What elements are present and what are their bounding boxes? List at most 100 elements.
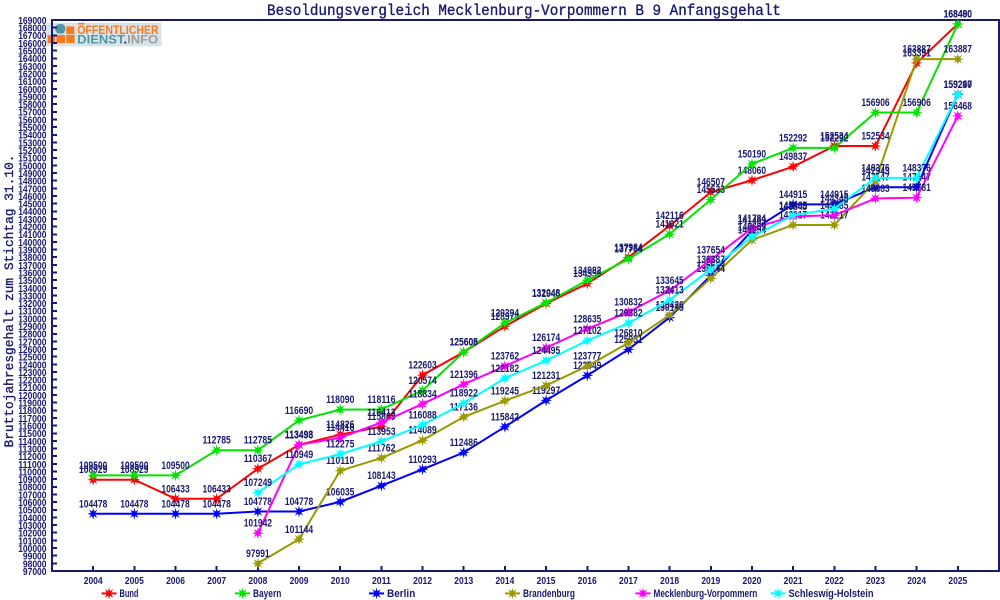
svg-text:134982: 134982 (573, 265, 601, 277)
svg-text:141000: 141000 (18, 230, 47, 241)
svg-text:102000: 102000 (18, 529, 47, 540)
svg-text:142116: 142116 (655, 210, 683, 222)
svg-text:2010: 2010 (331, 576, 350, 587)
svg-text:118834: 118834 (408, 388, 436, 400)
svg-text:111000: 111000 (18, 460, 47, 471)
svg-text:114826: 114826 (326, 419, 354, 431)
svg-text:159240: 159240 (944, 79, 972, 91)
svg-text:168000: 168000 (18, 24, 47, 35)
svg-text:132048: 132048 (532, 287, 560, 299)
svg-text:112000: 112000 (18, 452, 47, 463)
svg-text:118116: 118116 (367, 394, 395, 406)
svg-text:104000: 104000 (18, 513, 47, 524)
svg-text:104778: 104778 (285, 496, 313, 508)
svg-text:138000: 138000 (18, 253, 47, 264)
svg-text:2015: 2015 (537, 576, 556, 587)
svg-text:109500: 109500 (120, 460, 148, 472)
svg-text:140659: 140659 (738, 221, 766, 233)
svg-text:113498: 113498 (285, 429, 313, 441)
svg-text:108143: 108143 (367, 470, 395, 482)
svg-text:125605: 125605 (450, 337, 478, 349)
svg-text:149000: 149000 (18, 169, 47, 180)
svg-text:127102: 127102 (573, 325, 601, 337)
svg-text:156906: 156906 (903, 97, 931, 109)
svg-text:158000: 158000 (18, 100, 47, 111)
svg-text:146000: 146000 (18, 192, 47, 203)
svg-text:130832: 130832 (614, 297, 642, 309)
svg-text:152292: 152292 (820, 132, 848, 144)
svg-text:Berlin: Berlin (387, 588, 415, 600)
svg-text:143485: 143485 (779, 200, 807, 212)
svg-text:110367: 110367 (244, 453, 272, 465)
svg-text:159000: 159000 (18, 92, 47, 103)
svg-text:109000: 109000 (18, 475, 47, 486)
svg-text:160000: 160000 (18, 85, 47, 96)
svg-text:121231: 121231 (532, 370, 560, 382)
svg-text:128000: 128000 (18, 330, 47, 341)
svg-text:159297: 159297 (944, 79, 972, 91)
svg-text:109500: 109500 (79, 460, 107, 472)
svg-text:156000: 156000 (18, 115, 47, 126)
svg-text:2012: 2012 (413, 576, 432, 587)
svg-text:2008: 2008 (248, 576, 267, 587)
svg-text:123762: 123762 (491, 351, 519, 363)
svg-text:152000: 152000 (18, 146, 47, 157)
svg-text:143345: 143345 (779, 201, 807, 213)
svg-text:112275: 112275 (326, 439, 354, 451)
svg-text:106433: 106433 (161, 483, 189, 495)
svg-text:147943: 147943 (861, 166, 889, 178)
svg-text:110110: 110110 (326, 455, 354, 467)
svg-text:2007: 2007 (207, 576, 226, 587)
svg-text:132000: 132000 (18, 299, 47, 310)
svg-text:154000: 154000 (18, 131, 47, 142)
svg-text:124495: 124495 (532, 345, 560, 357)
svg-text:112785: 112785 (203, 435, 231, 447)
svg-text:144915: 144915 (779, 189, 807, 201)
svg-text:Schleswig-Holstein: Schleswig-Holstein (789, 588, 874, 600)
svg-text:106433: 106433 (203, 483, 231, 495)
svg-text:119000: 119000 (18, 399, 47, 410)
svg-text:2011: 2011 (372, 576, 391, 587)
svg-text:2020: 2020 (743, 576, 762, 587)
svg-text:2019: 2019 (701, 576, 720, 587)
svg-text:145000: 145000 (18, 200, 47, 211)
svg-text:Besoldungsvergleich Mecklenbur: Besoldungsvergleich Mecklenburg-Vorpomme… (267, 2, 781, 20)
svg-text:2021: 2021 (784, 576, 803, 587)
svg-text:101144: 101144 (285, 524, 313, 536)
svg-text:124000: 124000 (18, 360, 47, 371)
svg-text:2016: 2016 (578, 576, 597, 587)
svg-text:Bruttojahresgehalt zum Stichta: Bruttojahresgehalt zum Stichtag 31.10. (2, 155, 17, 448)
svg-text:113493: 113493 (285, 429, 313, 441)
svg-text:152534: 152534 (820, 131, 848, 143)
svg-text:123000: 123000 (18, 368, 47, 379)
svg-text:169000: 169000 (18, 16, 47, 27)
svg-text:103000: 103000 (18, 521, 47, 532)
svg-text:133645: 133645 (655, 275, 683, 287)
svg-text:117000: 117000 (18, 414, 47, 425)
svg-text:113953: 113953 (367, 426, 395, 438)
svg-text:115000: 115000 (18, 429, 47, 440)
svg-text:104478: 104478 (120, 498, 148, 510)
svg-text:163887: 163887 (944, 44, 972, 56)
svg-text:116000: 116000 (18, 422, 47, 433)
svg-text:107000: 107000 (18, 490, 47, 501)
svg-text:116690: 116690 (285, 405, 313, 417)
svg-text:156906: 156906 (861, 97, 889, 109)
svg-text:2017: 2017 (619, 576, 638, 587)
svg-text:168480: 168480 (944, 8, 972, 20)
svg-text:129382: 129382 (614, 308, 642, 320)
svg-text:163000: 163000 (18, 62, 47, 73)
svg-text:122603: 122603 (408, 360, 436, 372)
svg-text:Brandenburg: Brandenburg (523, 588, 575, 600)
svg-text:139000: 139000 (18, 245, 47, 256)
svg-text:150000: 150000 (18, 161, 47, 172)
svg-text:2009: 2009 (290, 576, 309, 587)
svg-text:122000: 122000 (18, 376, 47, 387)
svg-text:2014: 2014 (495, 576, 514, 587)
svg-text:141784: 141784 (738, 213, 766, 225)
svg-text:141469: 141469 (738, 215, 766, 227)
svg-text:125608: 125608 (450, 337, 478, 349)
svg-text:145781: 145781 (903, 182, 931, 194)
svg-text:148376: 148376 (861, 162, 889, 174)
svg-text:118000: 118000 (18, 406, 47, 417)
